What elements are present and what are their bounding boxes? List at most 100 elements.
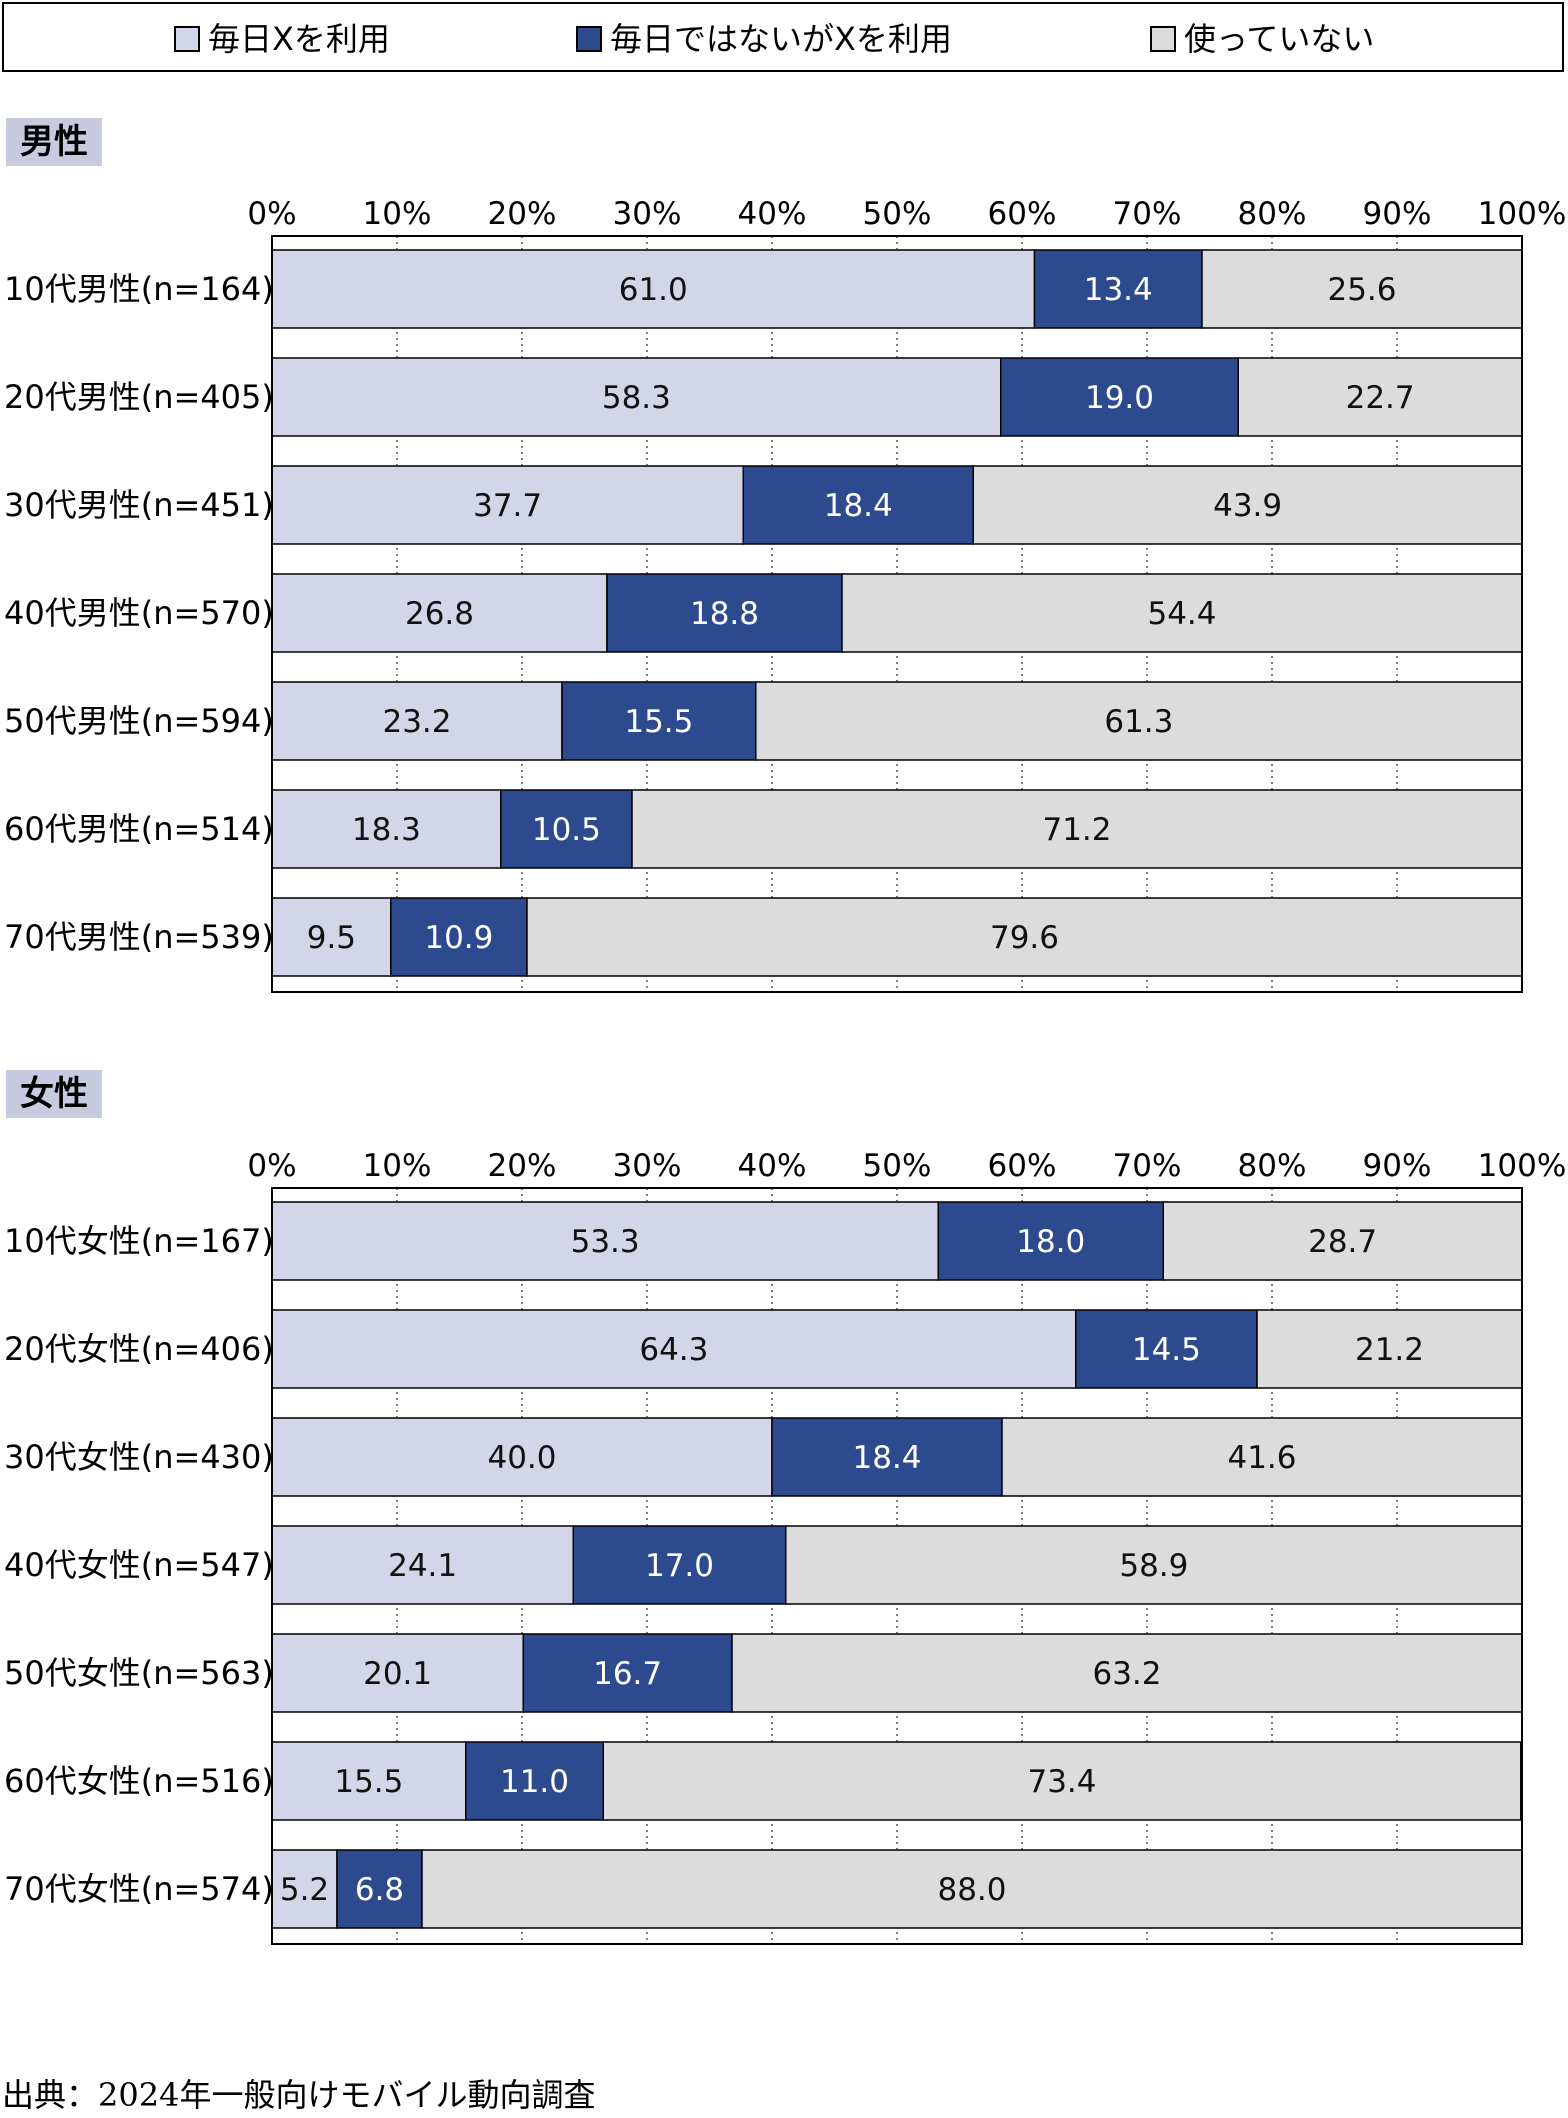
data-label: 88.0 xyxy=(937,1872,1006,1908)
data-label: 20.1 xyxy=(363,1656,432,1692)
bar-segment xyxy=(500,789,633,869)
data-label: 11.0 xyxy=(500,1764,569,1800)
legend-item-not-using: 使っていない xyxy=(1150,21,1374,57)
bar-segment xyxy=(421,1849,1523,1929)
x-tick-label: 50% xyxy=(863,1148,932,1184)
data-label: 5.2 xyxy=(280,1872,329,1908)
data-label: 18.4 xyxy=(852,1440,921,1476)
category-label: 50代男性(n=594) xyxy=(4,702,274,740)
x-tick-label: 30% xyxy=(613,1148,682,1184)
source-note: 出典：2024年一般向けモバイル動向調査 xyxy=(2,2076,596,2114)
category-label: 70代男性(n=539) xyxy=(4,918,274,956)
bar-segment xyxy=(522,1633,733,1713)
bar-segment xyxy=(602,1741,1522,1821)
section-label-female: 女性 xyxy=(6,1070,102,1118)
data-label: 73.4 xyxy=(1027,1764,1096,1800)
bar-segment xyxy=(1033,249,1203,329)
plot-frame xyxy=(271,235,1523,993)
x-tick-label: 100% xyxy=(1478,1148,1567,1184)
x-tick-label: 10% xyxy=(363,1148,432,1184)
bar-segment xyxy=(271,1633,524,1713)
legend-swatch-non-daily xyxy=(576,26,602,52)
data-label: 18.8 xyxy=(690,596,759,632)
data-label: 18.0 xyxy=(1016,1224,1085,1260)
bar-segment xyxy=(271,897,392,977)
data-label: 9.5 xyxy=(307,920,356,956)
x-tick-label: 90% xyxy=(1363,1148,1432,1184)
data-label: 63.2 xyxy=(1092,1656,1161,1692)
bar-segment xyxy=(271,1417,773,1497)
bar-segment xyxy=(755,681,1523,761)
chart-female-svg: 0% 10% 20% 30% 40% 50% 60% 70% 80% 90% 100% 10代女性(n… xyxy=(4,1148,1567,1945)
bar-segment xyxy=(1256,1309,1523,1389)
bar-segment xyxy=(271,1525,574,1605)
bar-segment xyxy=(731,1633,1523,1713)
category-label: 40代男性(n=570) xyxy=(4,594,274,632)
data-label: 53.3 xyxy=(571,1224,640,1260)
bar-segment xyxy=(526,897,1523,977)
x-tick-label: 40% xyxy=(738,196,807,232)
x-tick-label: 60% xyxy=(988,196,1057,232)
x-tick-label: 100% xyxy=(1478,196,1567,232)
chart-male: 0% 10% 20% 30% 40% 50% 60% 70% 80% 90% 100% 10代男性(n… xyxy=(0,190,1568,1020)
data-label: 19.0 xyxy=(1085,380,1154,416)
legend-label-not-using: 使っていない xyxy=(1184,20,1375,58)
data-label: 10.9 xyxy=(424,920,493,956)
category-label: 50代女性(n=563) xyxy=(4,1654,274,1692)
bar-segment xyxy=(336,1849,423,1929)
bar-segment xyxy=(972,465,1523,545)
chart-male-svg: 0% 10% 20% 30% 40% 50% 60% 70% 80% 90% 100% 10代男性(n… xyxy=(4,196,1567,993)
data-label: 10.5 xyxy=(532,812,601,848)
legend-swatch-not-using xyxy=(1150,26,1176,52)
x-tick-label: 70% xyxy=(1113,196,1182,232)
x-tick-label: 20% xyxy=(488,1148,557,1184)
legend-item-non-daily: 毎日ではないがXを利用 xyxy=(576,21,952,57)
category-label: 10代男性(n=164) xyxy=(4,270,274,308)
x-tick-label: 40% xyxy=(738,1148,807,1184)
data-label: 16.7 xyxy=(593,1656,662,1692)
x-tick-label: 30% xyxy=(613,196,682,232)
plot-frame xyxy=(271,1187,1523,1945)
data-label: 79.6 xyxy=(990,920,1059,956)
category-label: 20代女性(n=406) xyxy=(4,1330,274,1368)
data-label: 15.5 xyxy=(334,1764,403,1800)
data-label: 54.4 xyxy=(1147,596,1216,632)
x-tick-label: 0% xyxy=(247,196,296,232)
category-label: 10代女性(n=167) xyxy=(4,1222,274,1260)
category-label: 60代男性(n=514) xyxy=(4,810,274,848)
x-tick-label: 80% xyxy=(1238,1148,1307,1184)
bar-segment xyxy=(271,1201,939,1281)
bar-segment xyxy=(271,357,1002,437)
data-label: 41.6 xyxy=(1227,1440,1296,1476)
bar-segment xyxy=(271,1849,338,1929)
data-label: 25.6 xyxy=(1327,272,1396,308)
bar-segment xyxy=(572,1525,787,1605)
data-label: 24.1 xyxy=(388,1548,457,1584)
x-tick-label: 70% xyxy=(1113,1148,1182,1184)
category-label: 30代男性(n=451) xyxy=(4,486,274,524)
bar-segment xyxy=(465,1741,604,1821)
data-label: 22.7 xyxy=(1346,380,1415,416)
data-label: 17.0 xyxy=(645,1548,714,1584)
chart-female: 0% 10% 20% 30% 40% 50% 60% 70% 80% 90% 100% 10代女性(n… xyxy=(0,1142,1568,1972)
x-tick-label: 90% xyxy=(1363,196,1432,232)
bar-segment xyxy=(1237,357,1523,437)
data-label: 28.7 xyxy=(1308,1224,1377,1260)
data-label: 61.0 xyxy=(619,272,688,308)
category-label: 40代女性(n=547) xyxy=(4,1546,274,1584)
bar-segment xyxy=(1075,1309,1258,1389)
data-label: 21.2 xyxy=(1355,1332,1424,1368)
data-label: 64.3 xyxy=(639,1332,708,1368)
data-label: 26.8 xyxy=(405,596,474,632)
bar-segment xyxy=(271,573,608,653)
legend: 毎日Xを利用 毎日ではないがXを利用 使っていない xyxy=(2,2,1564,72)
data-label: 14.5 xyxy=(1132,1332,1201,1368)
bar-segment xyxy=(742,465,974,545)
data-label: 13.4 xyxy=(1084,272,1153,308)
bar-segment xyxy=(606,573,843,653)
data-label: 18.3 xyxy=(352,812,421,848)
data-label: 40.0 xyxy=(487,1440,556,1476)
bar-segment xyxy=(1000,357,1239,437)
data-label: 61.3 xyxy=(1104,704,1173,740)
data-label: 58.9 xyxy=(1119,1548,1188,1584)
